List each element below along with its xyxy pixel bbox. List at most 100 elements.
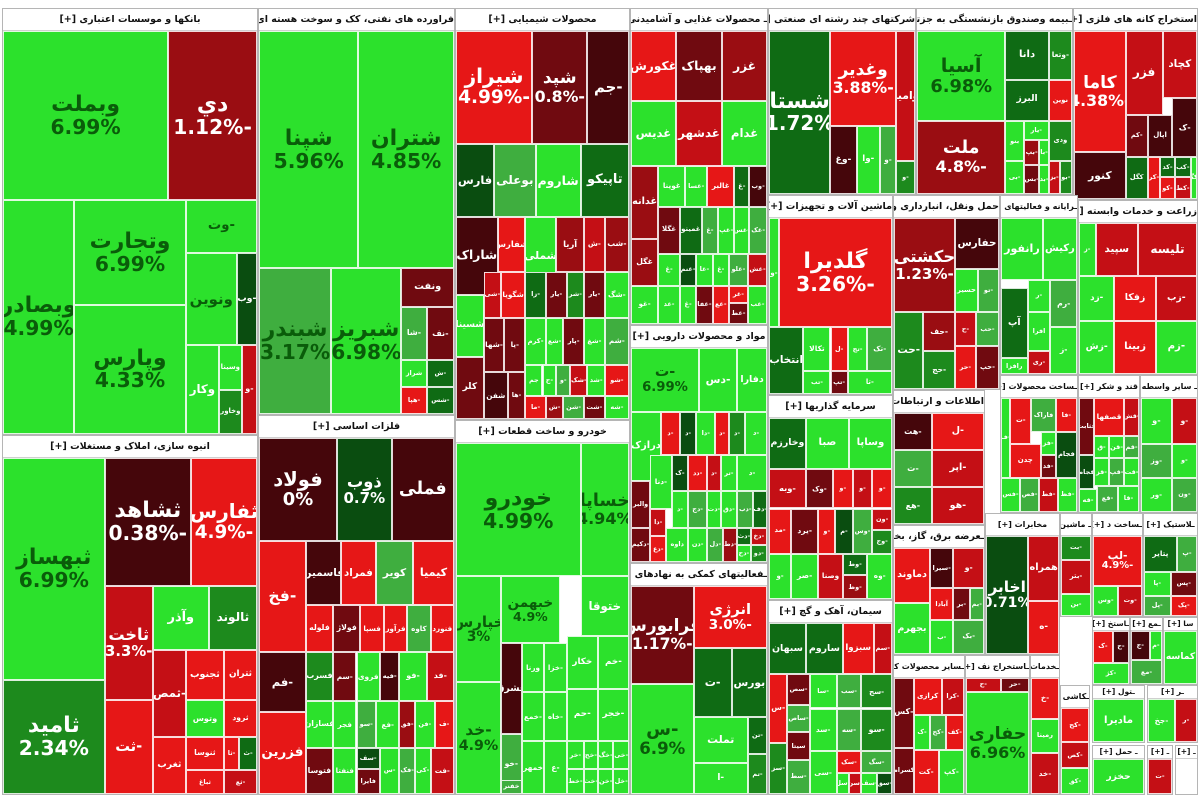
stock-tile[interactable]: -بک	[953, 620, 984, 654]
stock-tile[interactable]: -پ	[1176, 536, 1197, 572]
stock-tile[interactable]: -دس	[699, 348, 738, 413]
stock-tile[interactable]: -غ	[701, 206, 719, 254]
stock-tile[interactable]: -زد	[1079, 275, 1115, 322]
sector-header[interactable]: انبوه سازی، املاک و مستغلات [+]	[3, 436, 257, 458]
stock-tile[interactable]: خساپا4.94%	[580, 443, 629, 577]
sector-header[interactable]: ـسایر محصولات کا [+]	[894, 656, 964, 678]
stock-tile[interactable]: -ب	[930, 620, 954, 654]
stock-tile[interactable]: -غلو	[728, 253, 748, 286]
stock-tile[interactable]: شراز	[401, 360, 427, 388]
stock-tile[interactable]: -م	[1149, 631, 1162, 661]
stock-tile[interactable]: -وط	[842, 553, 868, 576]
stock-tile[interactable]: -کس	[894, 678, 914, 748]
stock-tile[interactable]: -فط	[1039, 477, 1058, 512]
stock-tile[interactable]: -بی	[1005, 161, 1024, 194]
stock-tile[interactable]: -زب	[1155, 275, 1197, 322]
stock-tile[interactable]: -سی	[809, 751, 837, 794]
stock-tile[interactable]: خکار	[566, 636, 598, 689]
stock-tile[interactable]: پتایر	[1144, 536, 1177, 572]
stock-tile[interactable]: -ثع	[223, 770, 257, 794]
stock-tile[interactable]: غکورش	[631, 31, 676, 102]
stock-tile[interactable]: -ح	[954, 312, 976, 347]
stock-tile[interactable]: شبندر 3.17%	[259, 268, 332, 414]
stock-tile[interactable]: -کد	[1160, 157, 1175, 178]
stock-tile[interactable]: -بد	[1039, 164, 1049, 194]
sector-header[interactable]: سیمان، آهک و گچ [+]	[769, 601, 892, 623]
stock-tile[interactable]: فولاژ	[333, 605, 361, 652]
stock-tile[interactable]: -سف	[356, 747, 380, 770]
stock-tile[interactable]: -و	[818, 508, 836, 554]
stock-tile[interactable]: -سگ	[861, 751, 892, 774]
stock-tile[interactable]: سپید	[1095, 223, 1138, 276]
stock-tile[interactable]: -وبه	[769, 468, 806, 509]
stock-tile[interactable]: -دط	[723, 527, 738, 562]
stock-tile[interactable]: -ما	[525, 395, 546, 419]
stock-tile[interactable]: -تو	[978, 269, 999, 313]
stock-tile[interactable]: ثغرب	[152, 736, 186, 794]
stock-tile[interactable]: تملت	[693, 717, 748, 763]
stock-tile[interactable]: خبهمن 4.9%	[500, 576, 560, 644]
sector-header[interactable]: ـساخت محصولات [+]	[1001, 376, 1077, 398]
stock-tile[interactable]: -سج	[861, 674, 892, 709]
stock-tile[interactable]: -هت	[894, 413, 932, 450]
stock-tile[interactable]: -و	[1141, 398, 1172, 444]
stock-tile[interactable]: غالبر	[707, 165, 735, 207]
stock-tile[interactable]: -سف	[861, 773, 878, 794]
sector-header[interactable]: ـ ماشین آلات [+]	[1061, 514, 1091, 536]
stock-tile[interactable]: فایرا	[356, 769, 380, 794]
stock-tile[interactable]: شتران 4.85%	[358, 31, 454, 269]
stock-tile[interactable]: -خح	[584, 741, 598, 770]
stock-tile[interactable]: غگل	[631, 239, 659, 286]
stock-tile[interactable]: فسرب	[305, 651, 334, 702]
stock-tile[interactable]: غدانه	[631, 165, 659, 240]
stock-tile[interactable]: -دد	[688, 455, 708, 492]
stock-tile[interactable]: فزر	[1125, 31, 1163, 115]
stock-tile[interactable]: -شس	[426, 387, 454, 414]
stock-tile[interactable]: شاروم	[535, 143, 581, 218]
sector-header[interactable]: حمل ونقل، انبارداری و ارتباطات [+]	[894, 196, 999, 218]
stock-tile[interactable]: -زش	[1079, 321, 1115, 374]
stock-tile[interactable]: -وز	[1141, 443, 1172, 478]
sector-header[interactable]: ـفعالیتهای کمکی به نهادهای مالی وا [+]	[631, 564, 767, 586]
stock-tile[interactable]: -ت	[693, 648, 732, 718]
stock-tile[interactable]: -با	[1039, 140, 1049, 165]
stock-tile[interactable]: -فک	[399, 747, 415, 794]
stock-tile[interactable]: -خم	[597, 636, 629, 689]
stock-tile[interactable]: بهپاک	[675, 31, 723, 102]
stock-tile[interactable]: -فس	[1001, 477, 1020, 512]
sector-header[interactable]: ـساخت د [+]	[1093, 514, 1142, 536]
stock-tile[interactable]: -جخ	[1148, 699, 1175, 742]
stock-tile[interactable]: -ف	[1001, 398, 1011, 478]
stock-tile[interactable]: وتوس	[185, 699, 224, 737]
stock-tile[interactable]: -غد	[658, 285, 680, 324]
stock-tile[interactable]: -کی	[415, 747, 431, 794]
stock-tile[interactable]: شستا1.72%	[769, 31, 831, 194]
stock-tile[interactable]: -بر	[953, 588, 970, 621]
stock-tile[interactable]: دانا	[1005, 31, 1049, 80]
stock-tile[interactable]: ذوب 0.7%	[337, 438, 392, 542]
stock-tile[interactable]: مادیرا	[1093, 699, 1144, 742]
stock-tile[interactable]: -وس	[1093, 585, 1119, 616]
stock-tile[interactable]: -کرا	[941, 678, 964, 716]
stock-tile[interactable]: تلیسه	[1138, 223, 1197, 276]
stock-tile[interactable]: -حت	[894, 312, 924, 389]
stock-tile[interactable]: -ک	[913, 715, 931, 750]
stock-tile[interactable]: -شت	[584, 395, 605, 419]
stock-tile[interactable]: -کگ	[1190, 157, 1197, 199]
stock-tile[interactable]: -کب	[1174, 157, 1191, 178]
sector-header[interactable]: ـاستخراج نف [+]	[966, 656, 1029, 678]
stock-tile[interactable]: -هپا	[401, 387, 427, 414]
stock-tile[interactable]: -خی	[613, 741, 629, 770]
stock-tile[interactable]: -فع	[376, 701, 400, 748]
stock-tile[interactable]: -هو	[931, 487, 984, 524]
stock-tile[interactable]: -بن	[1061, 593, 1091, 616]
stock-tile[interactable]: -کژ	[1093, 662, 1129, 684]
stock-tile[interactable]: -فخ	[259, 541, 306, 652]
stock-tile[interactable]: کگل	[1125, 157, 1148, 199]
stock-tile[interactable]: -حر	[1000, 678, 1029, 692]
stock-tile[interactable]: قجام	[1079, 455, 1094, 490]
stock-tile[interactable]: شفارس	[497, 217, 526, 272]
stock-tile[interactable]: -ل	[931, 413, 984, 450]
stock-tile[interactable]: وخاور	[218, 389, 242, 434]
stock-tile[interactable]: شپنا 5.96%	[259, 31, 359, 269]
